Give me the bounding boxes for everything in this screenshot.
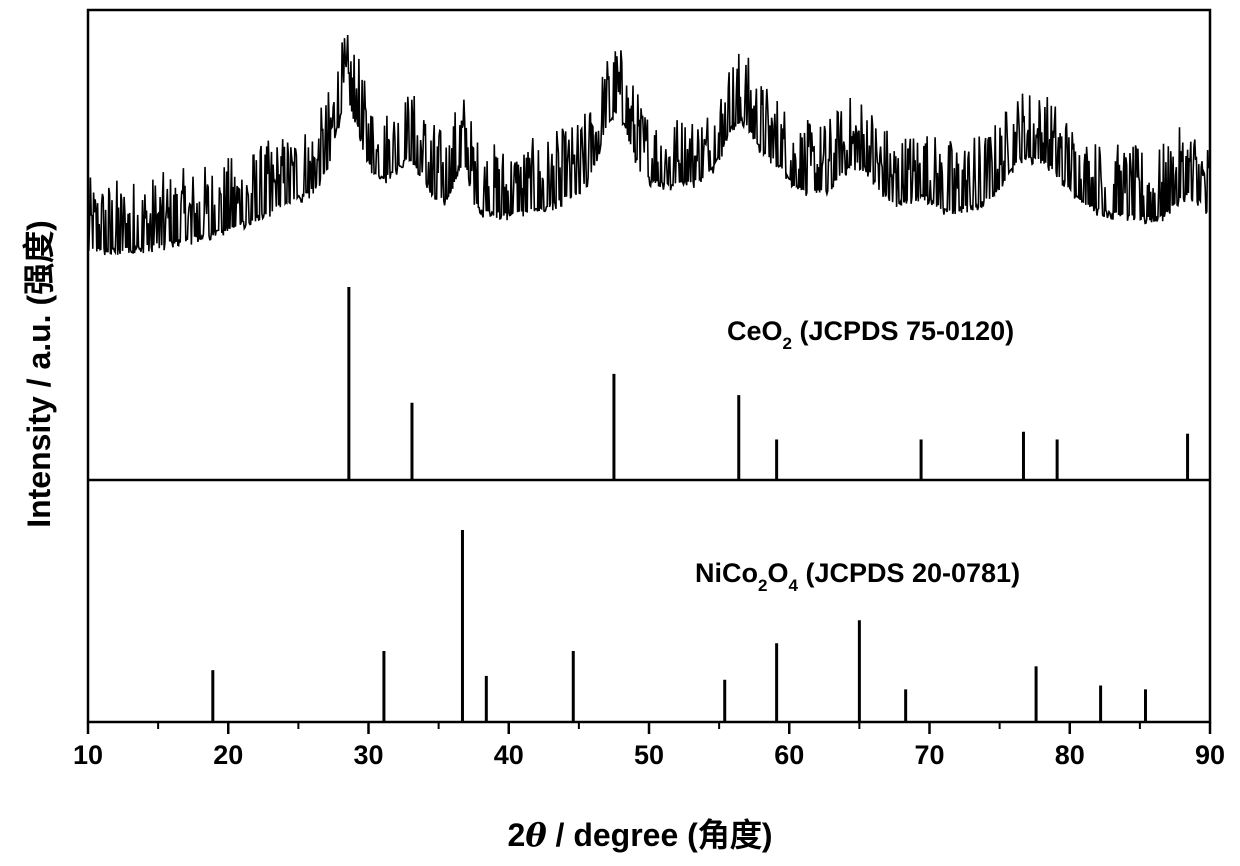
ceo2-reference-label: CeO2 (JCPDS 75-0120) — [727, 316, 1014, 353]
nico2o4-reference-label: NiCo2O4 (JCPDS 20-0781) — [695, 558, 1020, 595]
x-tick-label: 60 — [774, 740, 804, 770]
x-axis-title: 2θ / degree (角度) — [508, 816, 773, 854]
x-axis: 10 20 30 40 50 60 70 80 90 — [73, 722, 1225, 770]
x-tick-label: 10 — [73, 740, 103, 770]
x-tick-label: 30 — [353, 740, 383, 770]
y-axis-title: Intensity / a.u. (强度) — [21, 220, 57, 528]
x-tick-label: 70 — [914, 740, 944, 770]
sample-pattern — [87, 34, 1211, 256]
nico2o4-reference-sticks — [211, 530, 1147, 722]
x-tick-label: 50 — [634, 740, 664, 770]
plot-border — [86, 8, 1212, 724]
x-tick-label: 80 — [1055, 740, 1085, 770]
x-tick-label: 90 — [1195, 740, 1225, 770]
sample-line — [87, 34, 1211, 256]
x-tick-label: 20 — [213, 740, 243, 770]
ceo2-reference-sticks — [347, 287, 1190, 480]
x-tick-label: 40 — [494, 740, 524, 770]
plot-frame — [86, 8, 1212, 724]
